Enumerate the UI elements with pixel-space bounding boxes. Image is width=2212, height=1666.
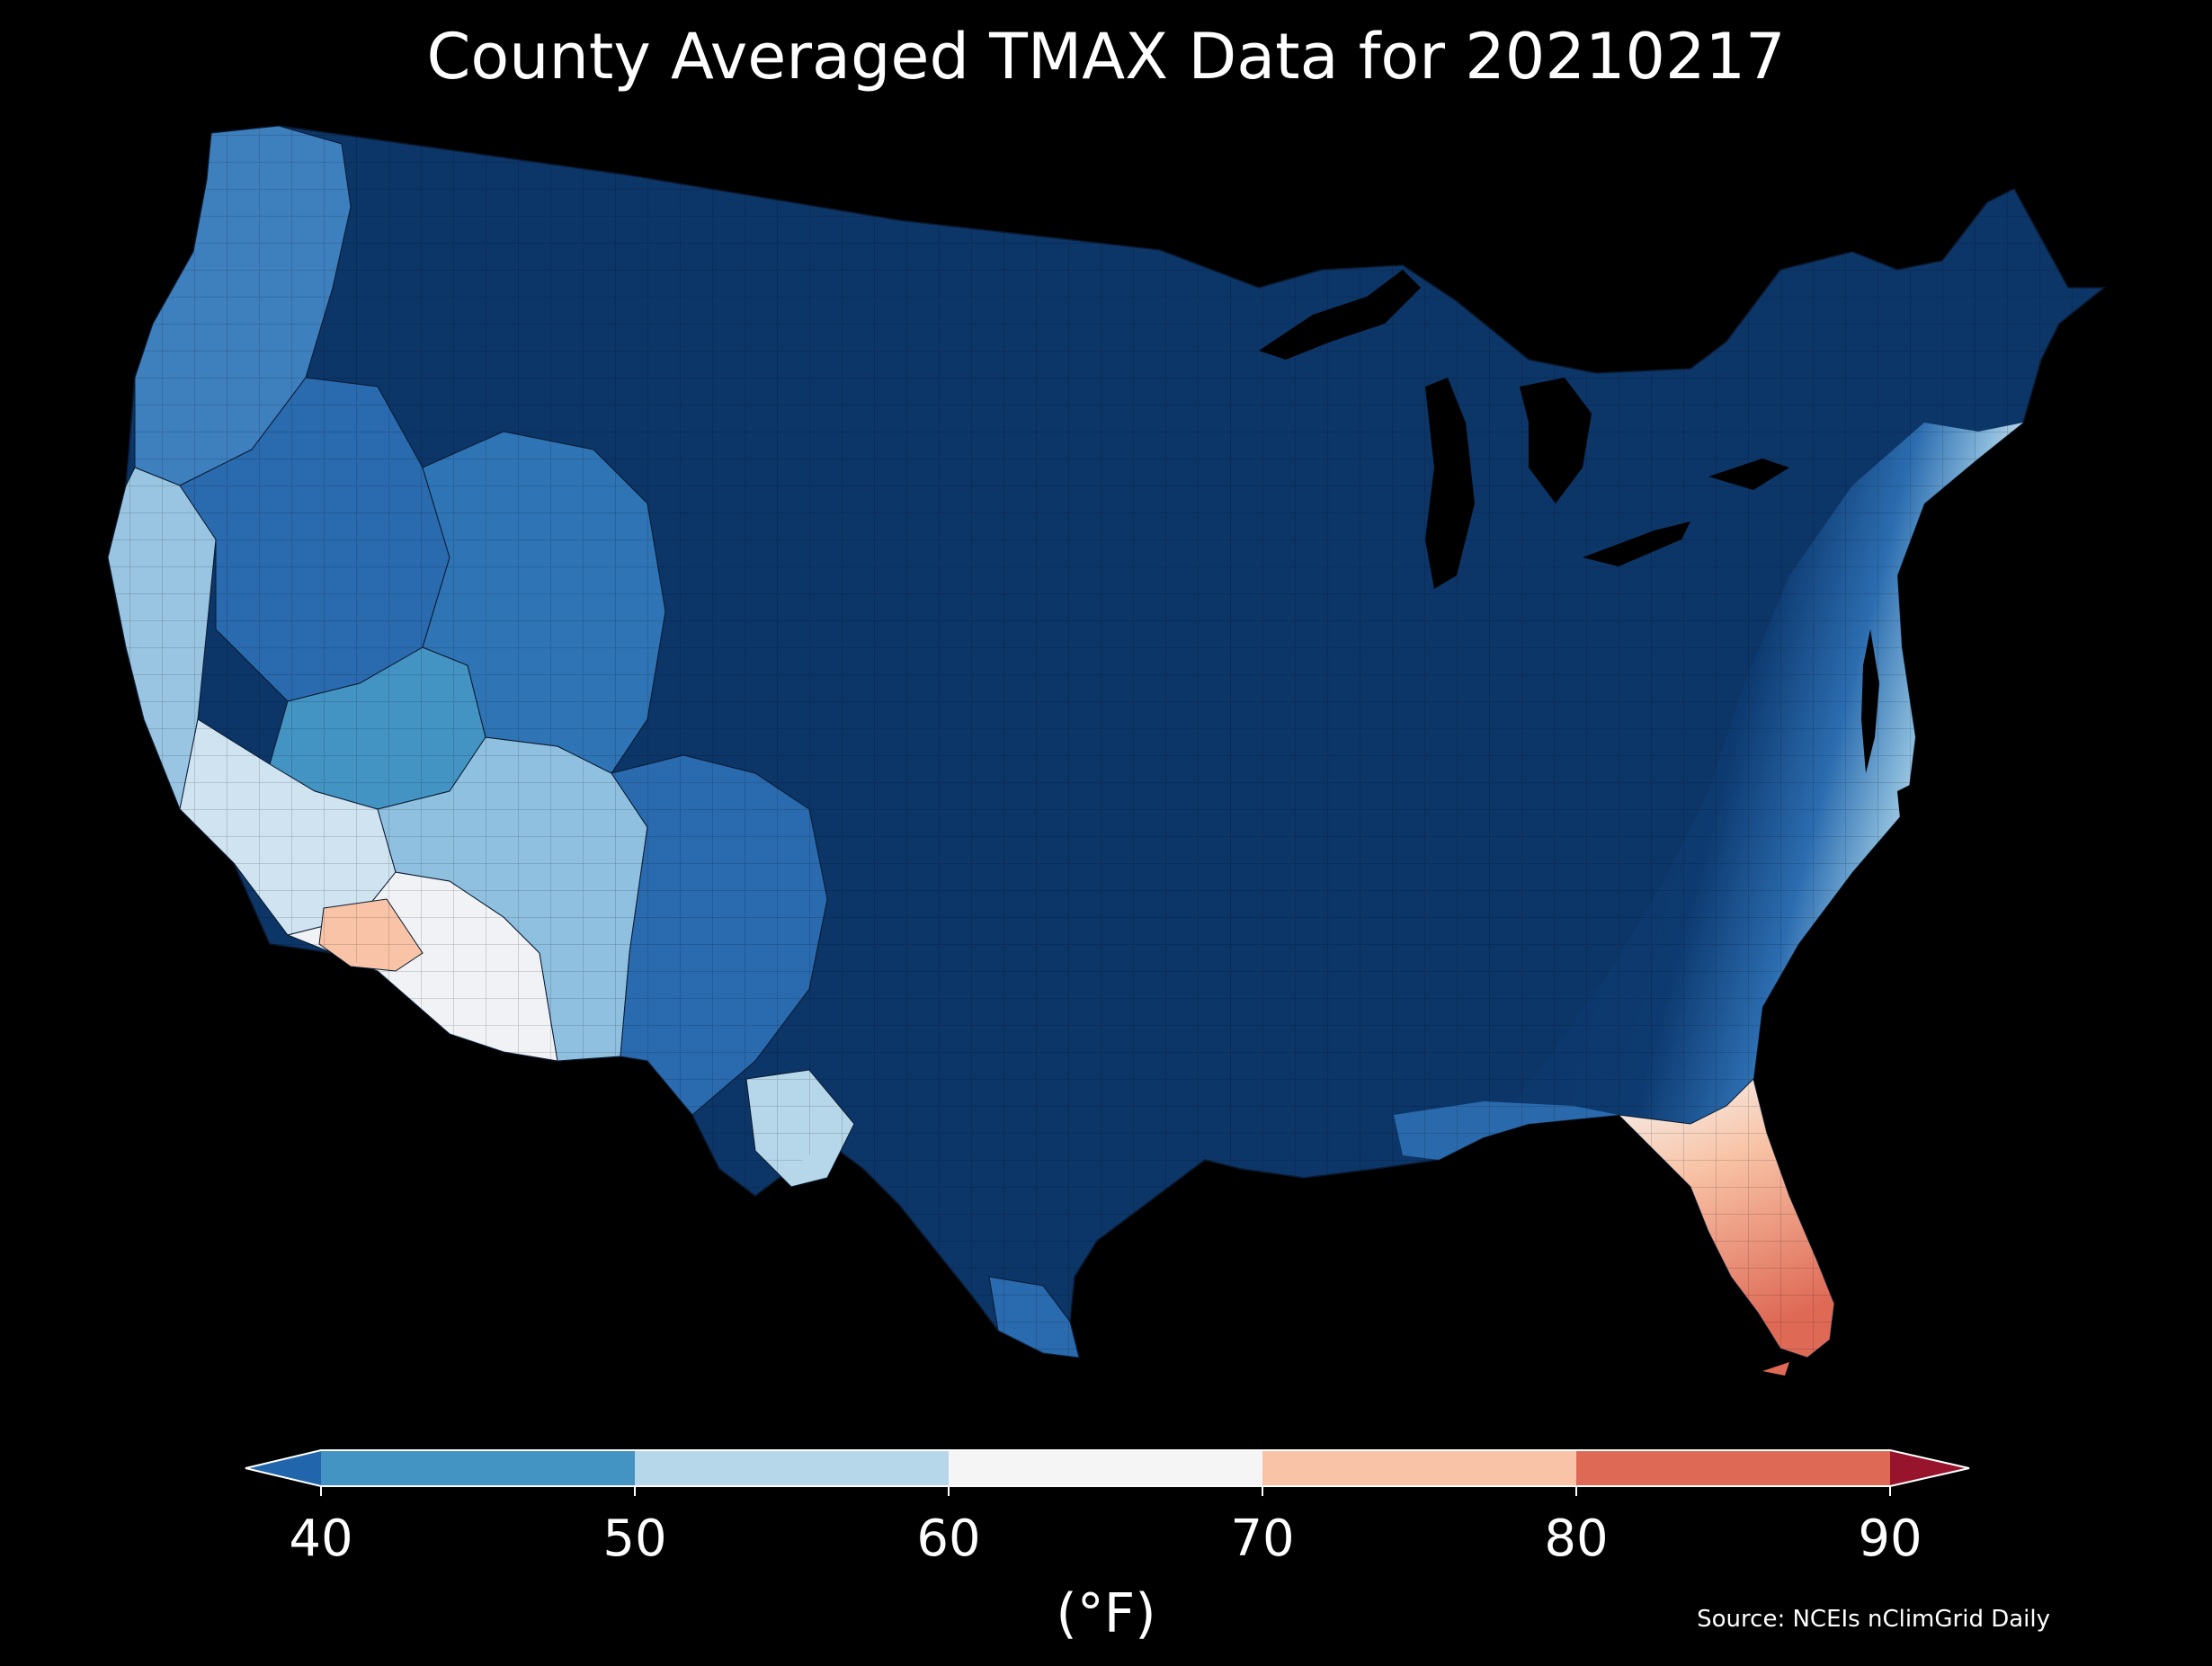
lake-huron xyxy=(1520,378,1592,503)
colorbar-bin-40-50 xyxy=(321,1450,635,1486)
pamlico-sound xyxy=(1897,782,1920,836)
colorbar-label-50: 50 xyxy=(602,1510,667,1568)
colorbar-label-70: 70 xyxy=(1230,1510,1295,1568)
county-boundaries xyxy=(108,126,2104,1358)
lake-erie xyxy=(1583,521,1690,566)
florida-keys xyxy=(1762,1362,1789,1376)
colorbar-bin-50-60 xyxy=(635,1450,949,1486)
source-note: Source: NCEIs nClimGrid Daily xyxy=(1697,1606,2050,1633)
colorbar-extend-high xyxy=(1890,1450,1969,1486)
colorbar-bin-70-80 xyxy=(1262,1450,1576,1486)
colorbar-label-90: 90 xyxy=(1858,1510,1922,1568)
lake-ontario xyxy=(1708,459,1789,490)
colorbar-extend-low xyxy=(245,1450,321,1486)
chesapeake-bay xyxy=(1861,629,1879,773)
colorbar xyxy=(245,1449,1970,1496)
colorbar-label-80: 80 xyxy=(1544,1510,1609,1568)
colorbar-label-40: 40 xyxy=(289,1510,353,1568)
lake-michigan xyxy=(1425,378,1475,589)
map-title: County Averaged TMAX Data for 20210217 xyxy=(426,20,1786,94)
colorbar-bin-80-90 xyxy=(1576,1450,1890,1486)
colorbar-label-60: 60 xyxy=(916,1510,981,1568)
lake-superior xyxy=(1259,270,1421,360)
colorbar-unit-label: (°F) xyxy=(1056,1582,1156,1645)
colorbar-bin-60-70 xyxy=(949,1450,1262,1486)
